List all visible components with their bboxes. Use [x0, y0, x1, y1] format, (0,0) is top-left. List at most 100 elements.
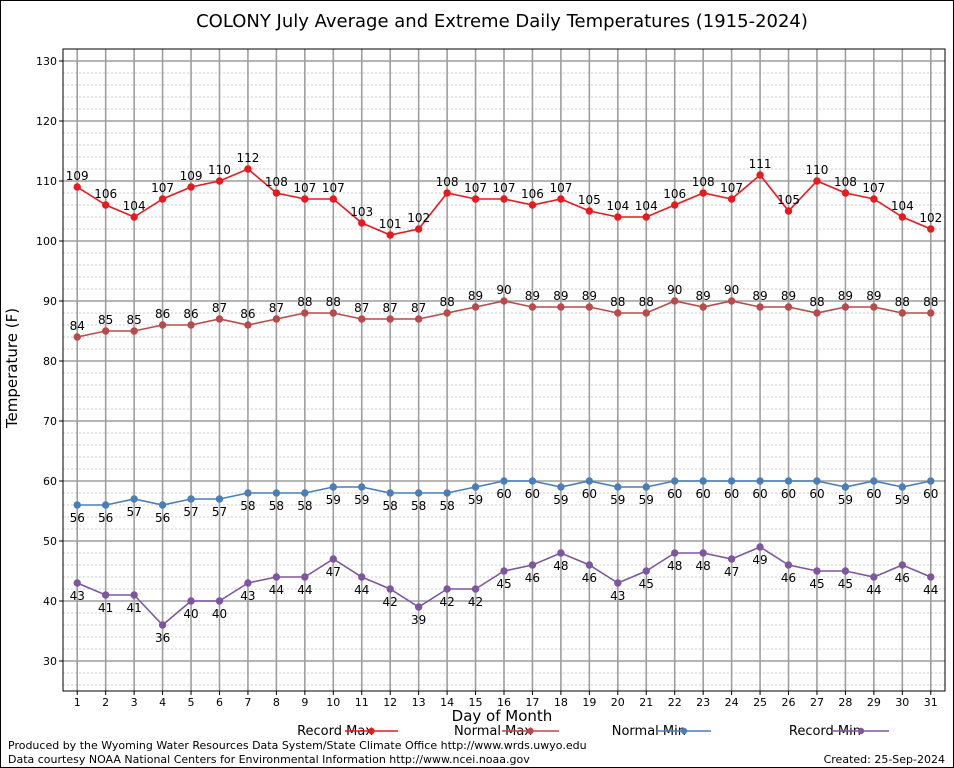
series-layer: 109 106 104 107 109 110 112 108 107 107 103 101 102 1…	[66, 151, 942, 645]
data-label: 108	[692, 175, 715, 189]
data-label: 87	[354, 301, 369, 315]
data-point	[386, 315, 394, 323]
x-tick-label: 15	[469, 696, 483, 709]
data-label: 41	[98, 601, 113, 615]
data-label: 43	[610, 589, 625, 603]
x-tick-label: 9	[301, 696, 308, 709]
y-axis-ticks: 30 40 50 60 70 80 90 100 110 120 130	[36, 55, 63, 668]
series-normal-min: 56 56 57 56 57 57 58 58 58 59 59 58 58 58 59 60 60 59 60 59…	[70, 477, 938, 525]
data-point	[130, 213, 138, 221]
major-grid	[63, 49, 945, 691]
data-label: 58	[383, 499, 398, 513]
data-label: 56	[70, 511, 85, 525]
data-point	[898, 561, 907, 569]
data-label: 46	[582, 571, 597, 585]
y-tick-label: 70	[43, 415, 57, 428]
x-tick-label: 26	[782, 696, 796, 709]
data-label: 49	[752, 553, 767, 567]
data-label: 44	[866, 583, 881, 597]
x-tick-label: 29	[867, 696, 881, 709]
data-label: 102	[407, 211, 430, 225]
data-label: 108	[834, 175, 857, 189]
series-record-max: 109 106 104 107 109 110 112 108 107 107 103 101 102 1…	[66, 151, 942, 239]
data-label: 101	[379, 217, 402, 231]
data-label: 40	[212, 607, 227, 621]
data-label: 104	[123, 199, 146, 213]
data-point	[927, 573, 935, 581]
data-point	[301, 489, 309, 497]
data-point	[671, 549, 679, 557]
data-label: 106	[521, 187, 544, 201]
data-point	[358, 219, 366, 227]
data-point	[215, 177, 224, 185]
data-point	[500, 477, 508, 485]
data-point	[471, 483, 480, 491]
data-point	[898, 309, 907, 317]
data-point	[870, 477, 878, 485]
y-axis-label: Temperature (F)	[3, 308, 21, 429]
data-point	[443, 309, 451, 317]
data-point	[500, 297, 508, 305]
data-label: 87	[212, 301, 227, 315]
data-point	[614, 213, 622, 221]
y-tick-label: 90	[43, 295, 57, 308]
data-label: 87	[383, 301, 398, 315]
data-label: 90	[724, 283, 739, 297]
data-label: 87	[269, 301, 284, 315]
data-label: 88	[639, 295, 654, 309]
x-tick-label: 7	[244, 696, 251, 709]
x-tick-label: 1	[74, 696, 81, 709]
data-label: 107	[720, 181, 743, 195]
data-point	[215, 315, 224, 323]
data-point	[443, 585, 451, 593]
data-point	[358, 483, 366, 491]
data-label: 43	[240, 589, 255, 603]
data-point	[756, 303, 764, 311]
data-label: 107	[862, 181, 885, 195]
y-tick-label: 110	[36, 175, 57, 188]
x-tick-label: 3	[131, 696, 138, 709]
legend: Record Max Normal Max Normal Min Record Min	[297, 724, 889, 739]
data-point	[301, 195, 309, 203]
data-label: 60	[667, 487, 682, 501]
data-label: 59	[639, 493, 654, 507]
data-label: 108	[436, 175, 459, 189]
data-point	[614, 309, 622, 317]
y-tick-label: 50	[43, 535, 57, 548]
data-label: 88	[895, 295, 910, 309]
data-point	[358, 315, 366, 323]
footer-produced-by: Produced by the Wyoming Water Resources …	[8, 739, 587, 752]
legend-item-record-max: Record Max	[297, 724, 398, 739]
data-point	[358, 573, 366, 581]
data-label: 41	[126, 601, 141, 615]
data-point	[386, 489, 394, 497]
data-label: 89	[525, 289, 540, 303]
data-label: 110	[806, 163, 829, 177]
data-point	[784, 303, 793, 311]
data-point	[927, 309, 935, 317]
data-point	[671, 201, 679, 209]
data-point	[585, 207, 594, 215]
data-label: 107	[151, 181, 174, 195]
data-label: 108	[265, 175, 288, 189]
x-tick-label: 19	[582, 696, 596, 709]
y-tick-label: 80	[43, 355, 57, 368]
data-label: 106	[663, 187, 686, 201]
x-axis-ticks: 1 2 3 4 5 6 7 8 9 10 11 12 13 14 15 16 17 18 19 20 21 22 23 24 2…	[74, 691, 938, 709]
data-point	[73, 501, 81, 509]
legend-marker	[857, 727, 865, 735]
data-label: 42	[439, 595, 454, 609]
legend-label: Record Min	[789, 724, 861, 739]
data-point	[784, 561, 793, 569]
data-point	[215, 597, 224, 605]
legend-label: Normal Min	[612, 724, 686, 739]
x-tick-label: 28	[838, 696, 852, 709]
data-point	[414, 603, 423, 611]
data-label: 56	[155, 511, 170, 525]
data-point	[927, 225, 935, 233]
y-tick-label: 100	[36, 235, 57, 248]
data-label: 60	[525, 487, 540, 501]
data-point	[158, 195, 167, 203]
data-point	[244, 579, 252, 587]
data-point	[187, 495, 195, 503]
